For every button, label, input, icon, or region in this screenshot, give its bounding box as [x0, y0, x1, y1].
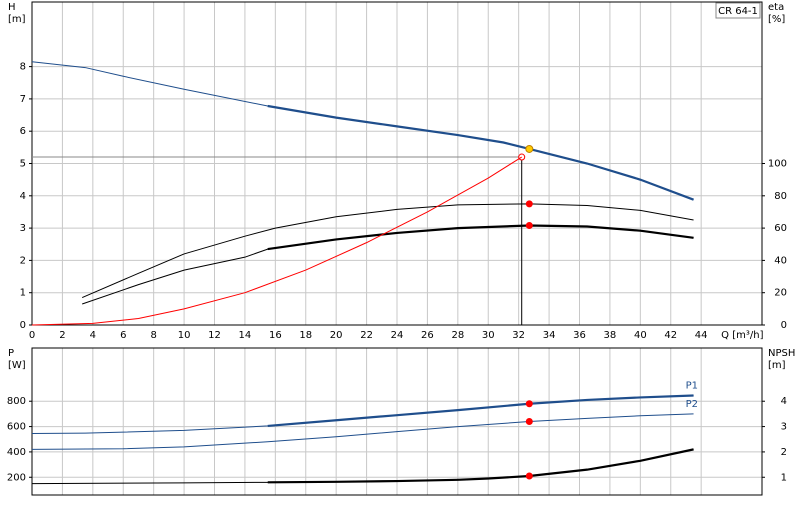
series-line-bold — [267, 448, 694, 484]
y-tick-label: 400 — [7, 447, 26, 458]
y-axis-label: P — [8, 348, 14, 359]
x-tick-label: 40 — [634, 330, 647, 341]
x-tick-label: 4 — [90, 330, 96, 341]
y2-tick-label: 0 — [781, 320, 787, 331]
y2-axis-label: eta — [768, 2, 784, 13]
x-tick-label: 18 — [299, 330, 312, 341]
x-tick-label: 32 — [512, 330, 525, 341]
x-tick-label: 36 — [573, 330, 586, 341]
x-tick-label: 26 — [421, 330, 434, 341]
x-tick-label: 14 — [239, 330, 252, 341]
x-tick-label: 12 — [208, 330, 221, 341]
y2-tick-label: 20 — [774, 288, 787, 299]
y-tick-label: 7 — [20, 94, 26, 105]
duty-marker — [525, 400, 533, 408]
y-tick-label: 6 — [20, 126, 26, 137]
x-tick-label: 6 — [120, 330, 126, 341]
series-line — [31, 413, 694, 450]
x-tick-label: 24 — [391, 330, 404, 341]
y2-tick-label: 40 — [774, 255, 787, 266]
model-label: CR 64-1 — [718, 6, 758, 17]
y2-tick-label: 100 — [768, 159, 787, 170]
y-tick-label: 8 — [20, 62, 26, 73]
y-axis-unit: [m] — [8, 14, 26, 25]
y2-tick-label: 1 — [781, 472, 787, 483]
x-tick-label: 20 — [330, 330, 343, 341]
model-box — [715, 2, 761, 19]
y2-tick-label: 80 — [774, 191, 787, 202]
series-label: P2 — [686, 399, 698, 410]
y2-tick-label: 3 — [781, 422, 787, 433]
x-tick-label: 16 — [269, 330, 282, 341]
y2-axis-unit: [m] — [768, 360, 786, 371]
y-axis-label: H — [8, 2, 16, 13]
y-tick-label: 1 — [20, 288, 26, 299]
y2-tick-label: 4 — [781, 396, 787, 407]
y-tick-label: 0 — [20, 320, 26, 331]
duty-marker — [525, 200, 533, 208]
x-tick-label: 38 — [604, 330, 617, 341]
x-tick-label: 30 — [482, 330, 495, 341]
y-tick-label: 3 — [20, 223, 26, 234]
x-tick-label: 2 — [59, 330, 65, 341]
duty-marker — [525, 222, 533, 230]
x-tick-label: 0 — [29, 330, 35, 341]
series-line-bold — [267, 394, 694, 428]
series-line-bold — [267, 224, 694, 251]
x-tick-label: 34 — [543, 330, 556, 341]
series-label: P1 — [686, 381, 698, 392]
y-tick-label: 4 — [20, 191, 26, 202]
y-tick-label: 600 — [7, 422, 26, 433]
series-line — [31, 156, 522, 326]
y-tick-label: 200 — [7, 472, 26, 483]
y2-tick-label: 60 — [774, 223, 787, 234]
x-tick-label: 22 — [360, 330, 373, 341]
x-axis-label: Q [m³/h] — [721, 330, 763, 341]
x-tick-label: 28 — [451, 330, 464, 341]
y2-axis-unit: [%] — [768, 14, 785, 25]
y-tick-label: 800 — [7, 396, 26, 407]
y-tick-label: 2 — [20, 255, 26, 266]
x-tick-label: 10 — [178, 330, 191, 341]
duty-marker — [525, 418, 533, 425]
y-tick-label: 5 — [20, 159, 26, 170]
y-axis-unit: [W] — [8, 360, 26, 371]
series-line-bold — [267, 104, 694, 201]
x-tick-label: 42 — [664, 330, 677, 341]
y2-tick-label: 2 — [781, 447, 787, 458]
x-tick-label: 44 — [695, 330, 708, 341]
duty-marker — [525, 472, 533, 480]
x-tick-label: 8 — [150, 330, 156, 341]
plot-frame — [31, 347, 763, 496]
series-line — [81, 203, 694, 299]
duty-marker — [525, 144, 534, 153]
y2-axis-label: NPSH — [768, 348, 795, 359]
